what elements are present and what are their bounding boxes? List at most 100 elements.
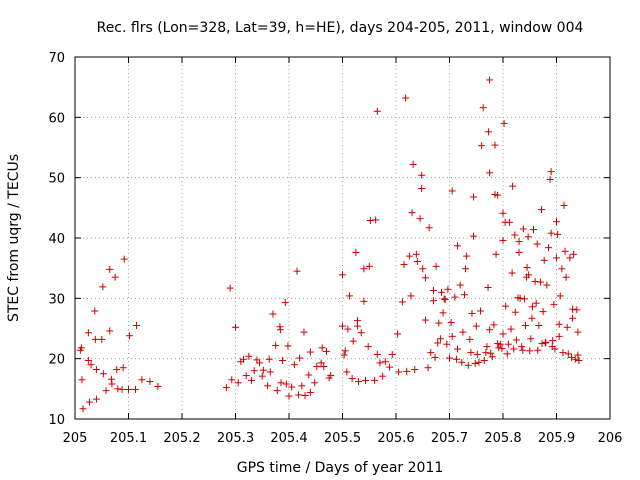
data-point xyxy=(266,368,274,376)
data-point xyxy=(258,372,266,380)
data-point xyxy=(79,405,87,413)
data-point xyxy=(542,338,550,346)
x-tick-label: 205.9 xyxy=(538,431,575,446)
data-point xyxy=(470,193,478,201)
data-point xyxy=(85,398,93,406)
data-point xyxy=(479,104,487,112)
data-point xyxy=(488,353,496,361)
data-point xyxy=(394,330,402,338)
data-point xyxy=(120,255,128,263)
data-point xyxy=(232,323,239,331)
data-point xyxy=(502,302,510,310)
data-point xyxy=(418,171,426,179)
data-point xyxy=(486,76,494,84)
x-tick-label: 205.2 xyxy=(163,431,200,446)
data-point xyxy=(276,326,284,334)
data-point xyxy=(569,305,577,313)
data-point xyxy=(296,354,304,362)
data-point xyxy=(512,336,520,344)
data-point xyxy=(388,350,396,358)
data-point xyxy=(531,277,539,285)
y-tick-label: 70 xyxy=(48,51,65,66)
data-point xyxy=(411,366,419,374)
data-point xyxy=(424,364,432,372)
data-point xyxy=(126,332,134,340)
data-point xyxy=(357,329,365,337)
data-point xyxy=(306,348,314,356)
y-axis-label: STEC from uqrg / TECUs xyxy=(6,154,22,322)
data-point xyxy=(339,322,346,330)
data-point xyxy=(409,160,417,168)
data-point xyxy=(532,299,540,307)
data-point xyxy=(477,307,485,315)
data-point xyxy=(534,346,542,354)
data-point xyxy=(429,297,437,305)
data-point xyxy=(535,321,543,329)
data-point xyxy=(295,391,303,399)
data-point xyxy=(468,309,476,317)
data-point xyxy=(99,283,107,291)
data-point xyxy=(521,321,529,329)
data-point xyxy=(566,254,574,262)
data-point xyxy=(500,119,508,127)
data-point xyxy=(503,350,511,358)
data-point xyxy=(483,343,491,351)
data-point xyxy=(478,142,486,150)
data-point xyxy=(256,359,264,367)
data-point xyxy=(317,359,325,367)
data-point xyxy=(516,294,524,302)
data-point xyxy=(549,337,557,345)
data-point xyxy=(434,339,442,347)
data-point xyxy=(558,265,566,273)
data-point xyxy=(538,206,546,214)
data-point xyxy=(222,384,230,392)
x-tick-label: 205.6 xyxy=(377,431,414,446)
data-point xyxy=(402,94,410,102)
data-point xyxy=(111,273,119,281)
data-point xyxy=(373,107,381,115)
data-point xyxy=(373,350,381,358)
x-tick-label: 205.5 xyxy=(324,431,361,446)
data-point xyxy=(555,332,563,340)
data-point xyxy=(288,383,296,391)
data-point xyxy=(463,252,471,260)
data-point xyxy=(496,340,504,348)
data-point xyxy=(412,250,420,258)
data-point xyxy=(138,376,146,384)
data-point xyxy=(259,366,267,374)
data-point xyxy=(499,330,507,338)
data-point xyxy=(533,240,541,248)
data-point xyxy=(376,359,384,367)
data-point xyxy=(114,385,122,393)
data-point xyxy=(471,359,479,367)
data-point xyxy=(77,344,85,352)
data-point xyxy=(339,271,346,279)
data-point xyxy=(484,283,492,291)
data-point xyxy=(355,378,363,386)
data-point xyxy=(364,343,372,351)
data-point xyxy=(413,258,421,266)
data-point xyxy=(539,308,547,316)
data-point xyxy=(92,366,100,374)
data-point xyxy=(509,182,517,190)
data-point xyxy=(460,291,468,299)
data-point xyxy=(431,353,439,361)
data-point xyxy=(125,385,132,393)
data-point xyxy=(492,250,500,258)
data-point xyxy=(386,363,394,371)
data-point xyxy=(277,379,285,387)
data-point xyxy=(436,335,444,343)
data-point xyxy=(365,262,373,270)
data-point xyxy=(454,345,462,353)
data-point xyxy=(553,218,560,226)
data-point xyxy=(518,343,526,351)
data-point xyxy=(78,376,86,384)
data-point xyxy=(285,392,293,400)
data-point xyxy=(348,375,356,383)
data-point xyxy=(575,356,583,364)
data-point xyxy=(234,379,242,387)
data-point xyxy=(269,310,277,318)
data-point xyxy=(550,300,558,308)
data-point xyxy=(282,380,290,388)
